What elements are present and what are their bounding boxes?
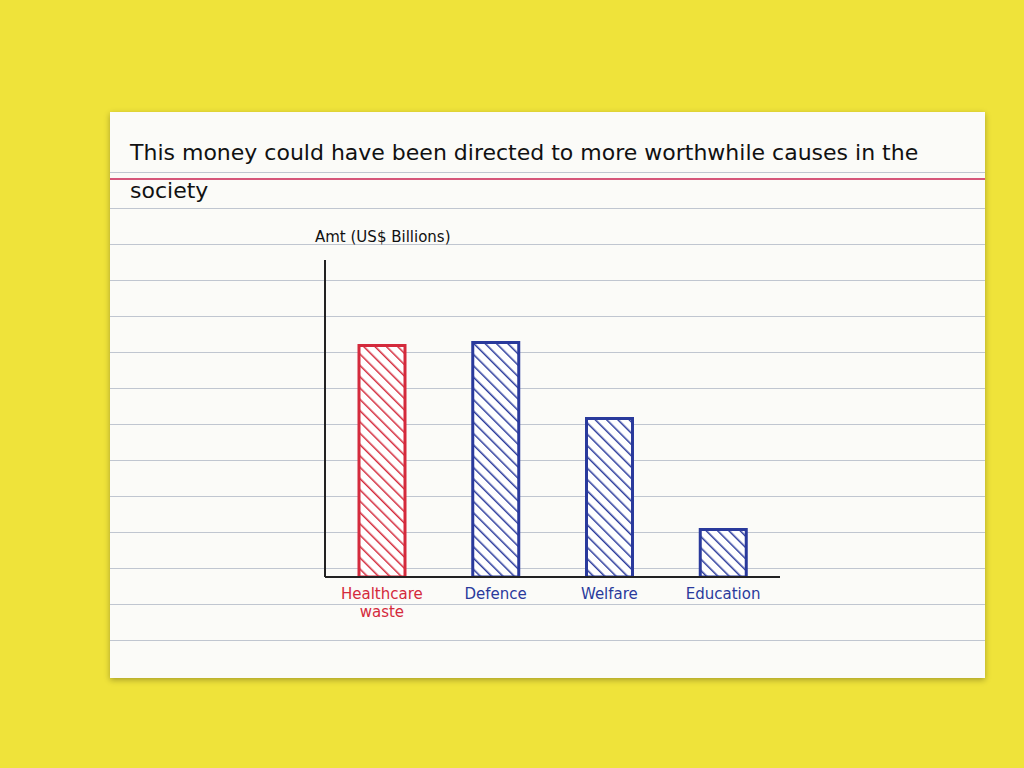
svg-text:Defence: Defence (464, 585, 526, 603)
svg-text:Welfare: Welfare (581, 585, 638, 603)
svg-text:Healthcarewaste: Healthcarewaste (341, 585, 423, 621)
html-text:This money could have been dir: This money could have been directed to m… (130, 140, 919, 203)
svg-text:Education: Education (686, 585, 761, 603)
html-text:Amt (US$ Billions): Amt (US$ Billions) (315, 228, 451, 246)
